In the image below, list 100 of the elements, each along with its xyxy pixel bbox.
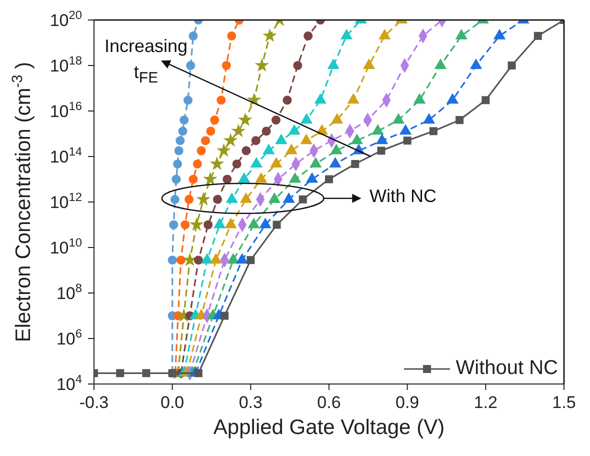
point — [210, 156, 224, 170]
point — [271, 116, 281, 125]
point — [224, 218, 237, 228]
y-tick-label: 10$^{12}$ — [50, 190, 82, 212]
point — [216, 143, 231, 157]
point — [222, 60, 231, 70]
point — [183, 96, 193, 105]
point — [251, 136, 260, 146]
point — [238, 112, 252, 126]
point — [227, 253, 240, 264]
point — [285, 144, 298, 154]
y-tick-label: 10$^{14}$ — [50, 144, 82, 166]
point — [214, 218, 226, 228]
point — [192, 159, 202, 168]
point — [300, 134, 312, 144]
point — [222, 174, 232, 184]
point — [330, 144, 342, 154]
point — [422, 113, 436, 124]
x-tick-label: -0.3 — [79, 393, 109, 412]
x-axis-title: Applied Gate Voltage (V) — [213, 416, 445, 439]
point — [493, 28, 506, 40]
point — [248, 218, 260, 228]
point — [168, 256, 177, 265]
point — [259, 218, 272, 228]
point — [304, 31, 313, 40]
point — [446, 93, 459, 104]
y-tick-label: 10$^{6}$ — [56, 326, 82, 348]
point — [186, 60, 196, 70]
point — [429, 127, 438, 136]
point — [170, 194, 180, 204]
point — [455, 28, 468, 40]
point — [275, 134, 288, 144]
point — [310, 156, 322, 168]
point — [210, 116, 220, 125]
y-tick-label: 10$^{20}$ — [50, 8, 82, 30]
point — [236, 253, 248, 264]
point — [172, 174, 181, 184]
point — [142, 369, 150, 378]
point — [327, 58, 340, 70]
annotation: Increasing t$_{FE}$ — [103, 34, 189, 88]
point — [325, 175, 333, 184]
point — [246, 256, 255, 264]
point — [240, 192, 252, 203]
point — [216, 96, 226, 105]
point — [434, 58, 447, 70]
point — [254, 58, 270, 72]
point — [169, 220, 178, 230]
point — [180, 116, 189, 125]
point — [376, 134, 388, 144]
point — [378, 28, 391, 40]
point — [250, 156, 262, 168]
point — [288, 124, 300, 135]
point — [242, 146, 251, 156]
legend-label: Without NC — [456, 357, 558, 380]
x-tick-label: 1.2 — [474, 393, 498, 412]
point — [212, 194, 222, 204]
y-tick-label: 10$^{18}$ — [50, 54, 82, 76]
point — [306, 172, 318, 183]
point — [184, 194, 194, 204]
point — [403, 136, 412, 145]
point — [351, 160, 360, 168]
point — [204, 220, 213, 230]
point — [268, 192, 281, 203]
point — [196, 192, 211, 206]
point — [176, 256, 186, 265]
point — [262, 144, 275, 154]
x-tick-label: 0.9 — [396, 393, 420, 412]
point — [188, 174, 198, 184]
point — [206, 126, 216, 136]
point — [200, 253, 214, 264]
point — [262, 126, 271, 136]
x-tick-label: 1.5 — [552, 393, 576, 412]
point — [300, 113, 313, 124]
point — [456, 116, 464, 124]
point — [399, 124, 412, 135]
point — [174, 146, 184, 156]
point — [347, 93, 360, 104]
y-tick-label: 10$^{10}$ — [50, 236, 82, 258]
point — [282, 96, 292, 105]
point — [232, 159, 242, 168]
point — [173, 159, 182, 168]
point — [350, 134, 364, 144]
point — [231, 124, 246, 138]
point — [196, 146, 206, 156]
point — [288, 172, 302, 183]
point — [200, 136, 210, 146]
point — [534, 32, 542, 40]
point — [223, 133, 238, 147]
point — [272, 220, 281, 229]
point — [262, 28, 277, 42]
point — [194, 369, 202, 378]
point — [238, 172, 250, 183]
point — [329, 156, 342, 168]
y-tick-label: 10$^{8}$ — [56, 281, 82, 303]
point — [331, 113, 344, 124]
point — [392, 113, 405, 124]
point — [220, 312, 229, 320]
point — [362, 58, 376, 70]
point — [282, 192, 295, 203]
point — [180, 220, 190, 230]
